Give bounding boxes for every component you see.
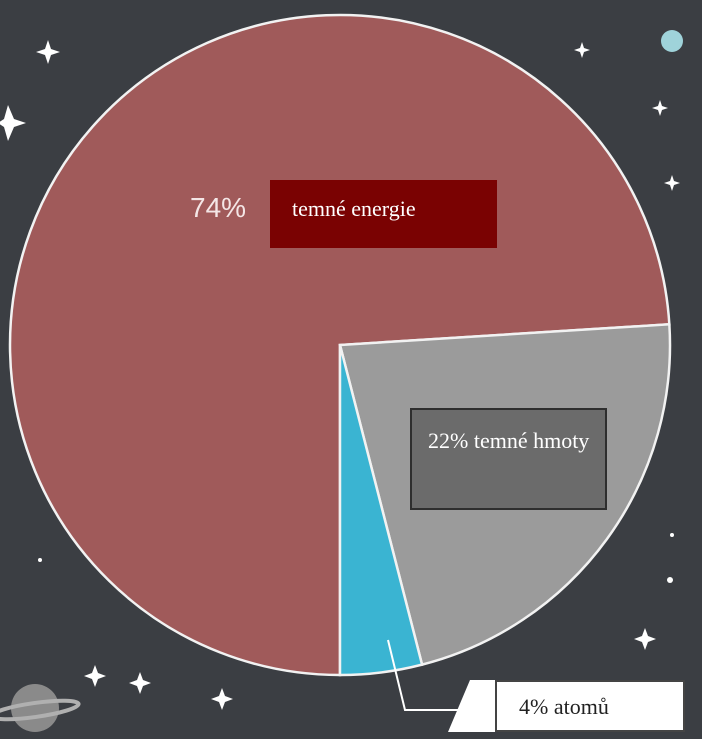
planet — [0, 684, 81, 732]
stars — [0, 40, 680, 710]
category-label: temné energie — [270, 180, 497, 248]
label-tab — [448, 680, 497, 732]
value-label: 22% temné hmoty — [410, 408, 607, 510]
value-label: 4% atomů — [495, 680, 685, 732]
value-label: 74% — [190, 192, 247, 223]
moon — [661, 30, 683, 52]
pie-slice — [338, 344, 424, 677]
